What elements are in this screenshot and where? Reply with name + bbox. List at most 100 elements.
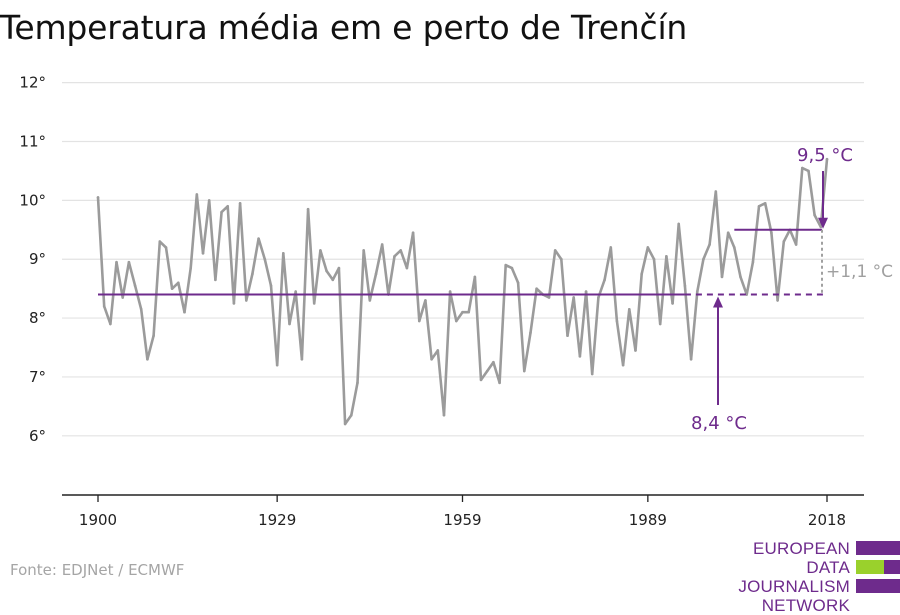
data-point-1939: [337, 266, 341, 270]
data-point-1981: [597, 296, 600, 299]
data-point-1945: [374, 272, 378, 276]
data-point-1975: [560, 257, 563, 261]
data-point-1907: [139, 307, 143, 311]
data-point-1919: [214, 278, 217, 282]
data-point-1918: [207, 199, 211, 202]
data-point-1985: [621, 363, 625, 367]
y-tick-label-11: 11°: [19, 133, 46, 151]
data-point-1925: [251, 272, 254, 276]
data-point-2005: [745, 293, 748, 296]
data-point-1944: [368, 299, 372, 302]
data-point-1952: [417, 319, 421, 323]
temperature-chart: 6° 7° 8° 9° 10° 11° 12° 1900 1929 1959 1989 2018 +…: [19, 74, 893, 529]
data-point-2001: [720, 275, 724, 279]
data-point-1903: [115, 260, 118, 264]
data-point-1943: [362, 249, 365, 252]
data-point-1969: [522, 369, 526, 373]
data-point-1965: [498, 381, 501, 385]
data-point-1958: [455, 319, 458, 323]
data-point-1931: [288, 322, 291, 326]
y-tick-label-6: 6°: [29, 427, 46, 445]
data-point-1971: [535, 287, 538, 290]
data-point-1940: [343, 422, 347, 426]
data-point-1914: [183, 310, 186, 314]
data-point-1954: [430, 357, 433, 361]
baseline-arrow-head: [713, 296, 723, 308]
data-point-1927: [263, 257, 267, 261]
data-point-1923: [238, 202, 242, 205]
grid-lines: [62, 82, 864, 437]
logo-bar-top: [856, 541, 900, 555]
data-point-1973: [547, 296, 551, 299]
data-point-1942: [356, 381, 359, 385]
x-tick-label-1959: 1959: [443, 511, 481, 529]
data-point-2003: [733, 246, 736, 249]
data-point-1924: [244, 299, 248, 302]
y-tick-label-9: 9°: [29, 250, 46, 268]
data-point-1961: [473, 275, 477, 279]
data-point-1993: [671, 302, 674, 305]
source-note: Fonte: EDJNet / ECMWF: [10, 561, 185, 579]
x-tick-label-1989: 1989: [629, 511, 667, 529]
data-point-1968: [516, 281, 520, 285]
data-point-2016: [813, 213, 816, 217]
data-point-1933: [300, 357, 304, 361]
data-point-2011: [782, 240, 786, 243]
data-point-2015: [807, 169, 810, 173]
data-point-1990: [652, 257, 656, 261]
data-point-2008: [763, 202, 767, 205]
data-point-1946: [380, 243, 384, 246]
logo-line-3: NETWORK: [761, 596, 850, 615]
data-point-1982: [603, 278, 606, 282]
data-point-1921: [226, 204, 230, 208]
data-point-1937: [325, 269, 328, 273]
data-point-1915: [189, 266, 192, 270]
x-tick-label-2018: 2018: [808, 511, 846, 529]
data-point-2014: [800, 166, 804, 170]
data-point-1984: [615, 319, 619, 323]
y-tick-label-12: 12°: [19, 74, 46, 92]
data-point-2017: [819, 225, 823, 229]
data-point-2007: [757, 204, 761, 208]
data-point-1908: [146, 357, 149, 361]
data-point-1934: [306, 207, 310, 211]
data-point-1994: [677, 222, 681, 226]
data-point-1962: [479, 378, 483, 382]
data-point-2009: [770, 231, 773, 235]
data-point-1900: [96, 196, 100, 199]
data-point-1950: [405, 266, 409, 270]
difference-label: +1,1 °C: [826, 262, 893, 282]
data-point-1935: [312, 302, 316, 305]
data-point-1979: [584, 290, 588, 293]
data-point-2000: [714, 190, 718, 193]
data-point-1912: [170, 287, 174, 290]
edjnet-logo: EUROPEAN DATA JOURNALISM NETWORK: [700, 539, 900, 615]
data-point-1926: [257, 237, 260, 240]
data-point-1938: [331, 278, 335, 282]
data-point-1941: [349, 413, 353, 417]
data-point-1913: [177, 281, 180, 285]
data-point-1980: [590, 372, 594, 376]
data-point-1999: [708, 243, 711, 246]
data-point-1955: [436, 349, 440, 352]
data-point-1966: [504, 263, 508, 267]
logo-bar-accent: [856, 560, 884, 574]
data-point-1920: [220, 210, 223, 214]
data-point-1929: [275, 363, 279, 367]
data-point-2004: [739, 275, 742, 279]
data-point-1956: [442, 413, 446, 417]
data-point-1964: [492, 360, 495, 364]
data-point-2018: [825, 157, 829, 161]
y-axis-tick-labels: 6° 7° 8° 9° 10° 11° 12°: [19, 74, 46, 445]
data-point-1960: [467, 310, 470, 314]
data-point-1998: [702, 257, 705, 261]
data-point-1917: [201, 252, 205, 255]
data-point-1909: [152, 334, 155, 338]
y-tick-label-7: 7°: [29, 368, 46, 386]
y-tick-label-10: 10°: [19, 191, 46, 209]
data-point-1949: [399, 249, 403, 252]
data-point-2013: [794, 243, 798, 246]
data-point-1916: [195, 193, 199, 196]
data-point-1986: [628, 307, 631, 311]
data-point-1902: [109, 322, 112, 326]
